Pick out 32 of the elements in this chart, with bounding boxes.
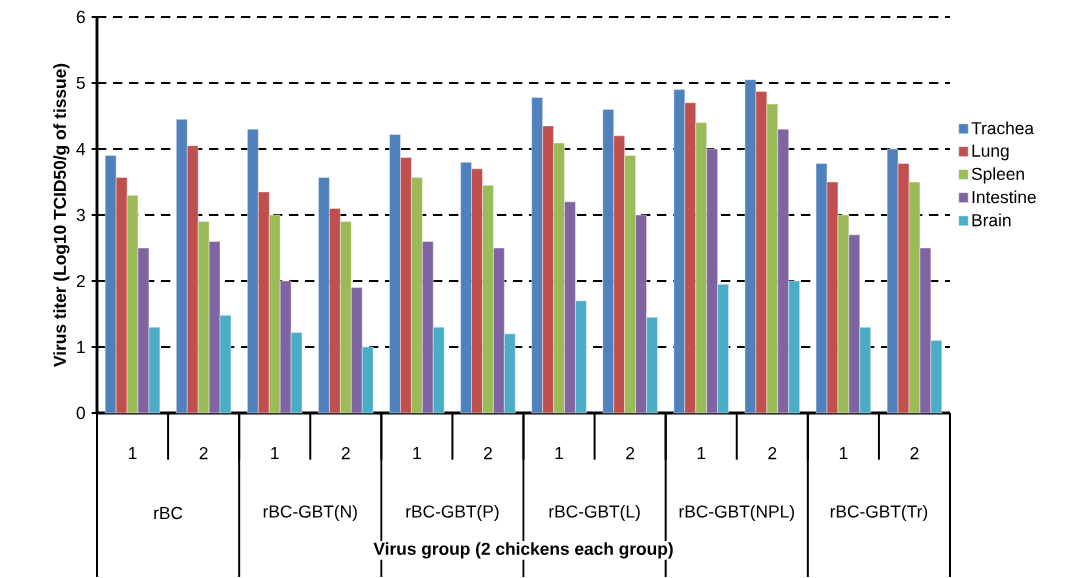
text: rBC-GBT(Tr) (830, 504, 928, 522)
y-axis-title: Virus titer (Log10 TCID50/g of tissue) (53, 63, 70, 367)
text: rBC-GBT(P) (406, 504, 499, 522)
x-axis-title: Virus group (2 chickens each group) (373, 542, 673, 559)
text: rBC (154, 506, 183, 520)
y-tick-label: 2 (76, 274, 85, 288)
x-tick-label: 2 (626, 447, 635, 460)
y-tick-label: 1 (77, 341, 85, 353)
legend-label: Trachea (971, 121, 1035, 135)
legend-label: Brain (972, 213, 1011, 227)
x-tick-label: 1 (129, 447, 137, 459)
y-tick-label: 0 (76, 406, 85, 420)
x-tick-label: 1 (413, 447, 421, 459)
x-tick-label: 1 (271, 447, 279, 459)
x-tick-label: 1 (839, 447, 848, 459)
y-tick-label: 5 (76, 76, 85, 90)
text: rBC-GBT(L) (549, 504, 640, 522)
x-tick-label: 1 (697, 447, 706, 459)
y-tick-label: 6 (76, 10, 85, 24)
legend-label: Lung (972, 144, 1009, 161)
text: rBC-GBT(N) (263, 504, 357, 522)
x-tick-label: 2 (199, 447, 208, 460)
x-tick-label: 2 (910, 447, 919, 460)
x-tick-label: 2 (768, 447, 777, 460)
x-tick-label: 1 (555, 447, 564, 459)
x-tick-label: 2 (341, 447, 350, 460)
x-tick-label: 2 (484, 447, 492, 460)
legend-label: Spleen (971, 167, 1024, 184)
y-tick-label: 3 (76, 208, 85, 222)
legend-label: Intestine (972, 190, 1036, 204)
text: rBC-GBT(NPL) (679, 504, 794, 522)
y-tick-label: 4 (76, 143, 86, 155)
